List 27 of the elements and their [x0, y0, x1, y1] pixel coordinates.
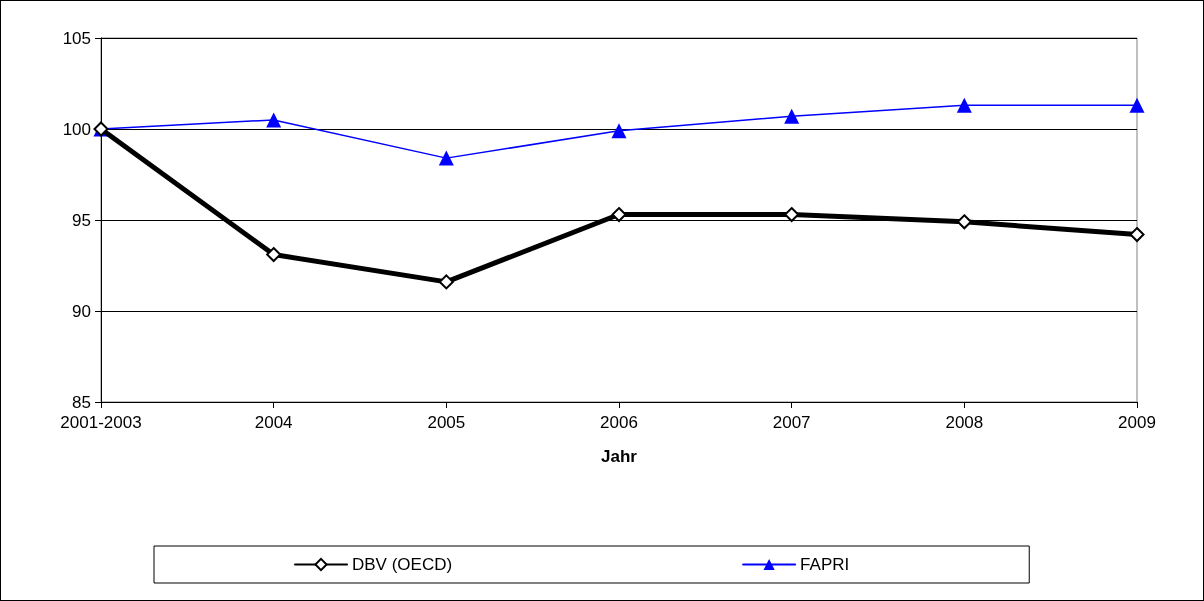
point: [956, 97, 972, 113]
y-tick-label: 95: [72, 210, 91, 230]
point: [438, 150, 454, 166]
point: [266, 247, 282, 263]
point: [611, 123, 627, 139]
legend-label: FAPRI: [800, 555, 850, 574]
point: [438, 274, 454, 290]
point: [784, 108, 800, 124]
y-tick-label: 105: [62, 28, 91, 48]
x-tick-label: 2009: [1118, 413, 1156, 432]
y-tick-label: 85: [72, 392, 91, 412]
x-tick-label: 2004: [254, 413, 293, 432]
point: [611, 207, 627, 223]
y-tick-label: 90: [72, 301, 91, 321]
x-tick-label: 2008: [945, 413, 984, 432]
x-tick-label: 2005: [427, 413, 466, 432]
x-tick-label: 2006: [600, 413, 638, 432]
x-tick-label: 2001-2003: [60, 413, 142, 432]
point: [784, 207, 800, 223]
x-tick-label: 2007: [772, 413, 811, 432]
point: [1129, 97, 1145, 113]
point: [1129, 227, 1145, 243]
x-axis-title: Jahr: [601, 447, 638, 466]
point: [956, 214, 972, 230]
legend-label: DBV (OECD): [352, 555, 453, 574]
y-tick-label: 100: [62, 119, 91, 139]
point: [266, 112, 282, 128]
